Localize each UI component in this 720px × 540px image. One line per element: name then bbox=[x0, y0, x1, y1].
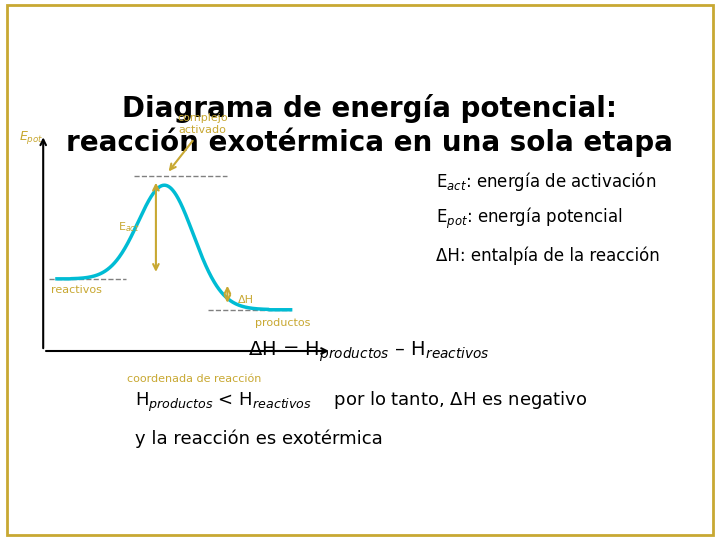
Text: E$_{act}$: E$_{act}$ bbox=[118, 220, 140, 234]
Text: ΔH = H$_{productos}$ – H$_{reactivos}$: ΔH = H$_{productos}$ – H$_{reactivos}$ bbox=[248, 340, 490, 364]
Text: complejo
activado: complejo activado bbox=[177, 113, 228, 134]
Text: Diagrama de energía potencial:
reacción exotérmica en una sola etapa: Diagrama de energía potencial: reacción … bbox=[66, 94, 672, 157]
Text: ΔH: entalpía de la reacción: ΔH: entalpía de la reacción bbox=[436, 247, 660, 265]
Text: coordenada de reacción: coordenada de reacción bbox=[127, 374, 261, 384]
Text: reactivos: reactivos bbox=[50, 285, 102, 295]
Text: E$_{pot}$: energía potencial: E$_{pot}$: energía potencial bbox=[436, 206, 623, 231]
Text: ΔH: ΔH bbox=[238, 295, 254, 306]
Text: productos: productos bbox=[255, 318, 310, 328]
Text: $E_{pot}$: $E_{pot}$ bbox=[19, 129, 43, 146]
Text: E$_{act}$: energía de activación: E$_{act}$: energía de activación bbox=[436, 170, 656, 193]
Text: y la reacción es exotérmica: y la reacción es exotérmica bbox=[135, 430, 382, 448]
Text: H$_{productos}$ < H$_{reactivos}$    por lo tanto, ΔH es negativo: H$_{productos}$ < H$_{reactivos}$ por lo… bbox=[135, 389, 587, 414]
